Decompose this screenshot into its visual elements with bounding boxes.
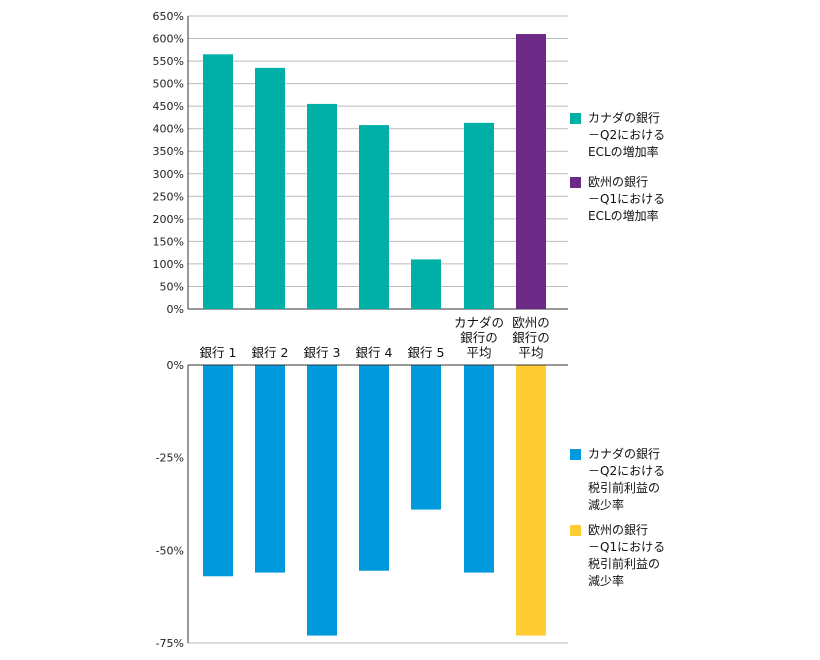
bar	[411, 365, 441, 510]
bar	[516, 365, 546, 636]
category-label: 銀行 5	[407, 345, 445, 360]
y-tick-label: 500%	[153, 78, 184, 91]
legend-swatch	[570, 525, 581, 536]
bar	[307, 103, 337, 310]
bar	[307, 365, 337, 636]
bar	[411, 259, 441, 309]
bar	[359, 125, 389, 309]
y-tick-label: -75%	[156, 637, 184, 650]
legend-label: カナダの銀行 －Q2における 税引前利益の 減少率	[588, 447, 666, 512]
legend-item-europe-profit: 欧州の銀行 －Q1における 税引前利益の 減少率	[570, 522, 665, 590]
legend-label: 欧州の銀行 －Q1における ECLの増加率	[588, 175, 666, 223]
category-label: 銀行 3	[303, 345, 341, 360]
legend-label: カナダの銀行 －Q2における ECLの増加率	[588, 111, 666, 159]
y-tick-label: -25%	[156, 452, 184, 465]
y-tick-label: 550%	[153, 55, 184, 68]
y-tick-label: 0%	[167, 359, 184, 372]
bar	[255, 67, 285, 309]
y-tick-label: -50%	[156, 544, 184, 557]
y-tick-label: 200%	[153, 213, 184, 226]
bar	[516, 34, 546, 310]
y-tick-label: 300%	[153, 168, 184, 181]
legend-item-europe-ecl: 欧州の銀行 －Q1における ECLの増加率	[570, 174, 665, 225]
bar	[464, 365, 494, 573]
legend-swatch	[570, 449, 581, 460]
category-label: 銀行 2	[251, 345, 289, 360]
y-tick-label: 600%	[153, 33, 184, 46]
legend-item-canada-profit: カナダの銀行 －Q2における 税引前利益の 減少率	[570, 446, 665, 514]
y-tick-label: 450%	[153, 100, 184, 113]
category-label: 銀行 4	[355, 345, 393, 360]
bar	[464, 122, 494, 309]
y-tick-label: 350%	[153, 145, 184, 158]
legend-swatch	[570, 177, 581, 188]
y-tick-label: 50%	[160, 280, 184, 293]
category-label: カナダの 銀行の 平均	[453, 315, 504, 360]
category-label: 欧州の 銀行の 平均	[512, 315, 550, 360]
bar	[203, 365, 233, 577]
bar	[203, 54, 233, 309]
bar	[359, 365, 389, 571]
y-tick-label: 650%	[153, 10, 184, 23]
category-label: 銀行 1	[199, 345, 237, 360]
y-tick-label: 150%	[153, 235, 184, 248]
bar	[255, 365, 285, 573]
y-tick-label: 100%	[153, 258, 184, 271]
legend-swatch	[570, 113, 581, 124]
legend-item-canada-ecl: カナダの銀行 －Q2における ECLの増加率	[570, 110, 665, 161]
y-tick-label: 250%	[153, 190, 184, 203]
y-tick-label: 0%	[167, 303, 184, 316]
legend-label: 欧州の銀行 －Q1における 税引前利益の 減少率	[588, 523, 666, 588]
y-tick-label: 400%	[153, 123, 184, 136]
